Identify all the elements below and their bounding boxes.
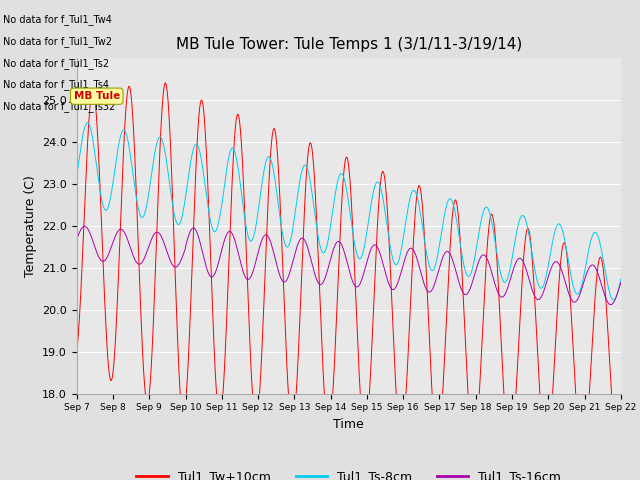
Tul1_Ts-8cm: [610, 297, 618, 303]
Tul1_Ts-16cm: [81, 223, 88, 229]
Legend: Tul1_Tw+10cm, Tul1_Ts-8cm, Tul1_Ts-16cm: Tul1_Tw+10cm, Tul1_Ts-8cm, Tul1_Ts-16cm: [131, 465, 566, 480]
Tul1_Ts-16cm: [135, 262, 143, 267]
Tul1_Ts-16cm: [305, 250, 313, 256]
Tul1_Tw+10cm: [615, 460, 623, 466]
Tul1_Ts-16cm: [607, 302, 614, 308]
Tul1_Ts-16cm: [282, 278, 289, 284]
Line: Tul1_Tw+10cm: Tul1_Tw+10cm: [77, 83, 621, 463]
Text: MB Tule: MB Tule: [74, 91, 120, 101]
Tul1_Ts-8cm: [548, 243, 556, 249]
Tul1_Tw+10cm: [168, 162, 175, 168]
Line: Tul1_Ts-8cm: Tul1_Ts-8cm: [77, 123, 621, 300]
Tul1_Ts-8cm: [84, 120, 92, 126]
Text: No data for f_Tul1_Ts32: No data for f_Tul1_Ts32: [3, 101, 115, 112]
Tul1_Ts-16cm: [607, 302, 614, 308]
Text: No data for f_Tul1_Ts4: No data for f_Tul1_Ts4: [3, 79, 109, 90]
Tul1_Tw+10cm: [617, 454, 625, 459]
Tul1_Tw+10cm: [607, 371, 614, 376]
Tul1_Ts-16cm: [617, 280, 625, 286]
Tul1_Tw+10cm: [548, 406, 556, 411]
Tul1_Tw+10cm: [161, 80, 169, 86]
Tul1_Tw+10cm: [135, 258, 143, 264]
Tul1_Ts-8cm: [135, 208, 143, 214]
Tul1_Ts-8cm: [168, 193, 175, 199]
X-axis label: Time: Time: [333, 418, 364, 431]
Tul1_Ts-8cm: [607, 292, 614, 298]
Tul1_Ts-8cm: [73, 172, 81, 178]
Tul1_Ts-16cm: [168, 260, 175, 266]
Tul1_Tw+10cm: [305, 143, 313, 148]
Tul1_Ts-16cm: [548, 264, 556, 270]
Tul1_Ts-8cm: [282, 242, 289, 248]
Tul1_Ts-8cm: [617, 276, 625, 282]
Text: No data for f_Tul1_Tw2: No data for f_Tul1_Tw2: [3, 36, 112, 47]
Text: No data for f_Tul1_Ts2: No data for f_Tul1_Ts2: [3, 58, 109, 69]
Tul1_Tw+10cm: [73, 348, 81, 354]
Text: No data for f_Tul1_Tw4: No data for f_Tul1_Tw4: [3, 14, 112, 25]
Tul1_Tw+10cm: [282, 335, 289, 340]
Tul1_Ts-8cm: [305, 173, 313, 179]
Y-axis label: Temperature (C): Temperature (C): [24, 175, 36, 276]
Tul1_Ts-16cm: [73, 236, 81, 242]
Line: Tul1_Ts-16cm: Tul1_Ts-16cm: [77, 226, 621, 305]
Title: MB Tule Tower: Tule Temps 1 (3/1/11-3/19/14): MB Tule Tower: Tule Temps 1 (3/1/11-3/19…: [175, 37, 522, 52]
